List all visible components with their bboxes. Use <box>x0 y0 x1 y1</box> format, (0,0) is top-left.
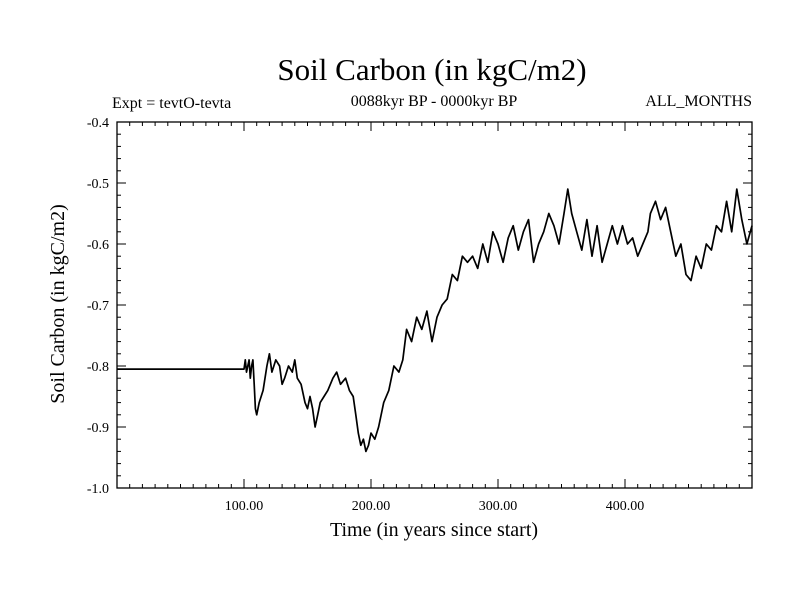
x-tick-label: 400.00 <box>606 499 645 514</box>
y-tick-label: -0.7 <box>87 299 109 314</box>
y-tick-label: -0.4 <box>87 116 109 131</box>
x-tick-label: 300.00 <box>479 499 518 514</box>
chart-title: Soil Carbon (in kgC/m2) <box>277 52 586 87</box>
experiment-label: Expt = tevtO-tevta <box>112 95 231 112</box>
series-layer <box>117 188 753 453</box>
x-tick-label: 200.00 <box>352 499 391 514</box>
chart-subtitle: 0088kyr BP - 0000kyr BP <box>351 93 518 110</box>
y-tick-label: -0.8 <box>87 360 109 375</box>
x-axis-label: Time (in years since start) <box>330 519 538 541</box>
y-tick-label: -0.9 <box>87 421 109 436</box>
plot-frame <box>116 121 753 489</box>
soil-carbon-series-line <box>117 188 753 453</box>
y-tick-label: -0.5 <box>87 177 109 192</box>
x-tick-label: 100.00 <box>225 499 264 514</box>
axes: 100.00 200.00 300.00 400.00 -1.0 -0.9 -0.8 -0.7… <box>87 116 753 514</box>
y-tick-label: -1.0 <box>87 482 109 497</box>
y-tick-label: -0.6 <box>87 238 109 253</box>
y-axis-label: Soil Carbon (in kgC/m2) <box>47 204 69 403</box>
months-label: ALL_MONTHS <box>645 93 752 110</box>
